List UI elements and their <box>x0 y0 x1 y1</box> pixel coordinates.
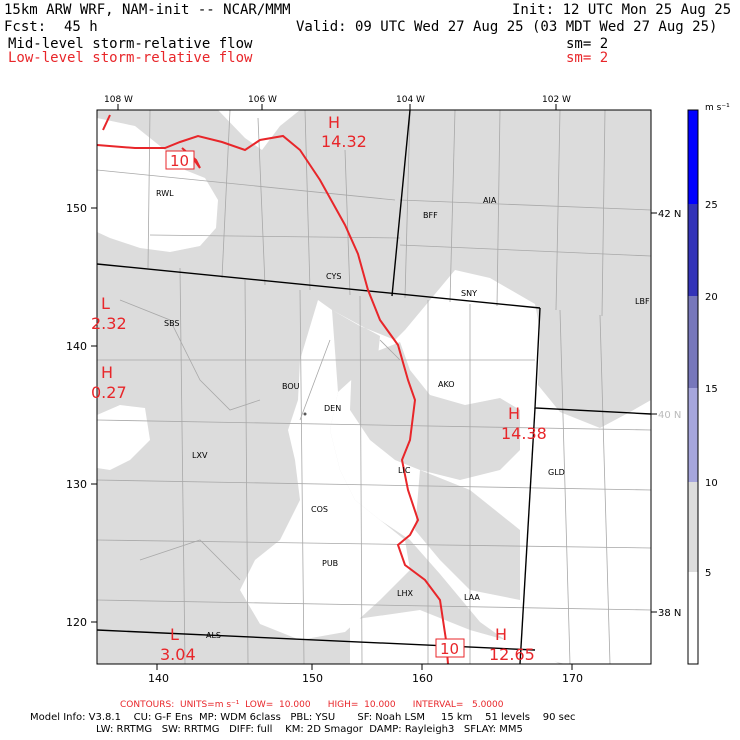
field1-name: Mid-level storm-relative flow <box>8 36 253 52</box>
colorbar-tick: 20 <box>705 292 718 303</box>
extremum-value: 14.38 <box>501 424 547 443</box>
extremum-letter: L <box>101 294 110 313</box>
station-label: LIC <box>398 466 411 475</box>
svg-text:10: 10 <box>440 640 459 658</box>
colorbar-unit: m s⁻¹ <box>705 103 730 113</box>
map-frame <box>96 109 652 665</box>
contour-label-south: 10 <box>435 638 465 658</box>
init-time: Init: 12 UTC Mon 25 Aug 25 <box>512 2 732 18</box>
station-label: CYS <box>326 272 341 281</box>
extremum-value: 14.32 <box>321 132 367 151</box>
extremum-letter: L <box>170 625 179 644</box>
forecast-label: Fcst: <box>4 19 47 35</box>
shaded-patch-southeast <box>415 470 520 600</box>
station-label: LAA <box>464 593 480 602</box>
station-label: BFF <box>423 211 438 220</box>
y-label: 140 <box>66 340 87 353</box>
field1-smoothing: sm= 2 <box>566 36 609 52</box>
clear-area-south <box>350 610 560 664</box>
extremum-letter: H <box>508 404 520 423</box>
colorbar-tick: 25 <box>705 200 718 211</box>
station-label: SNY <box>461 289 477 298</box>
x-label: 170 <box>562 672 583 685</box>
extremum-value: 12.65 <box>489 645 535 664</box>
colorbar-tick: 10 <box>705 478 718 489</box>
colorbar-segment <box>688 388 698 482</box>
colorbar-segment <box>688 204 698 296</box>
station-label: LXV <box>192 451 208 460</box>
lon-label: 108 W <box>104 95 133 105</box>
colorbar: m s⁻¹ 25 20 15 10 5 <box>687 103 730 665</box>
station-label: DEN <box>324 404 341 413</box>
model-info-line2: LW: RRTMG SW: RRTMG DIFF: full KM: 2D Sm… <box>96 724 523 735</box>
station-label: LHX <box>397 589 413 598</box>
lat-label: 40 N <box>658 410 681 421</box>
right-latitude-labels: 42 N 40 N 38 N <box>658 209 681 619</box>
station-labels: RWL BFF AIA CYS SNY LBF SBS BOU DEN AKO … <box>156 189 650 640</box>
x-label: 140 <box>148 672 169 685</box>
station-label: AIA <box>483 196 497 205</box>
y-label: 120 <box>66 616 87 629</box>
station-label: PUB <box>322 559 338 568</box>
colorbar-segment <box>688 296 698 388</box>
axis-ticks <box>91 104 657 670</box>
field2-smoothing: sm= 2 <box>566 50 609 66</box>
extrema-labels: H 14.32 L 2.32 H 0.27 H 14.38 L 3.04 H 1… <box>91 113 547 664</box>
model-title: 15km ARW WRF, NAM-init -- NCAR/MMM <box>4 2 291 18</box>
field2-name: Low-level storm-relative flow <box>8 50 253 66</box>
left-grid-labels: 150 140 130 120 <box>66 202 87 629</box>
station-markers <box>303 412 307 416</box>
clear-area-northwest <box>97 118 218 252</box>
lon-label: 106 W <box>248 95 277 105</box>
lon-label: 102 W <box>542 95 571 105</box>
station-label: COS <box>311 505 328 514</box>
station-label: ALS <box>206 631 221 640</box>
forecast-hour: 45 h <box>64 19 98 35</box>
station-label: AKO <box>438 380 455 389</box>
clear-area-front-range <box>240 300 410 640</box>
x-label: 160 <box>412 672 433 685</box>
station-label: SBS <box>164 319 180 328</box>
shaded-patch-plains <box>350 342 520 480</box>
colorbar-segment <box>688 110 698 204</box>
extremum-value: 0.27 <box>91 383 127 402</box>
x-label: 150 <box>302 672 323 685</box>
top-longitude-labels: 108 W 106 W 104 W 102 W <box>104 95 571 105</box>
svg-text:10: 10 <box>170 152 189 170</box>
extremum-letter: H <box>101 363 113 382</box>
station-label: GLD <box>548 468 565 477</box>
lat-label: 42 N <box>658 209 681 220</box>
y-label: 130 <box>66 478 87 491</box>
extremum-letter: H <box>495 625 507 644</box>
contour-label-north: 10 <box>165 150 195 170</box>
colorbar-segment <box>688 482 698 572</box>
model-info-line1: Model Info: V3.8.1 CU: G-F Ens MP: WDM 6… <box>30 712 576 723</box>
extremum-value: 3.04 <box>160 645 196 664</box>
station-label: LBF <box>635 297 650 306</box>
extremum-value: 2.32 <box>91 314 127 333</box>
colorbar-segment <box>688 572 698 664</box>
lon-label: 104 W <box>396 95 425 105</box>
lat-label: 38 N <box>658 608 681 619</box>
valid-time: Valid: 09 UTC Wed 27 Aug 25 (03 MDT Wed … <box>296 19 718 35</box>
extremum-letter: H <box>328 113 340 132</box>
station-label: BOU <box>282 382 300 391</box>
clear-area-west <box>97 405 150 470</box>
shaded-patch-east <box>610 165 651 260</box>
colorbar-tick: 5 <box>705 568 711 579</box>
y-label: 150 <box>66 202 87 215</box>
contour-info: CONTOURS: UNITS=m s⁻¹ LOW= 10.000 HIGH= … <box>120 700 504 710</box>
station-label: RWL <box>156 189 174 198</box>
county-lines <box>97 110 651 664</box>
bottom-grid-labels: 140 150 160 170 <box>148 672 583 685</box>
clear-area-north <box>218 110 300 150</box>
colorbar-tick: 15 <box>705 384 718 395</box>
